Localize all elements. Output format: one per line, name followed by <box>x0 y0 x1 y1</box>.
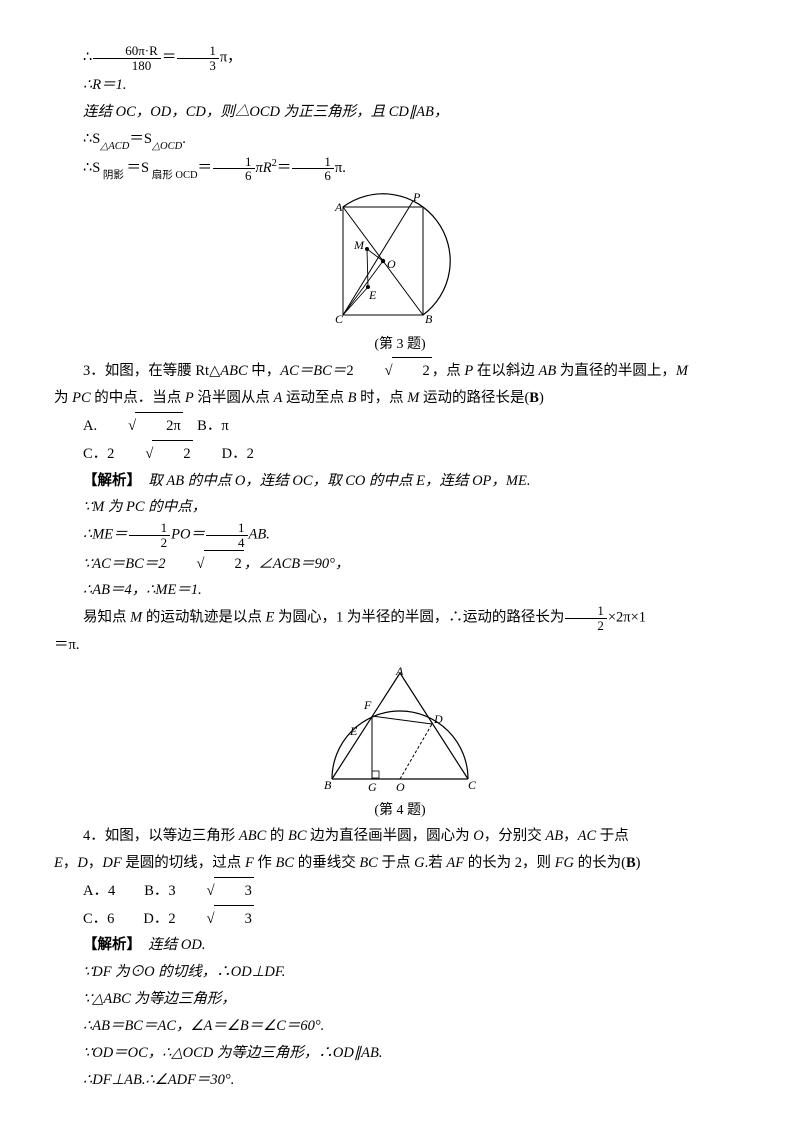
svg-text:A: A <box>395 667 404 678</box>
svg-text:P: P <box>412 191 421 204</box>
problem-3-options-1: A.2π B．π <box>54 412 746 440</box>
problem-4-options-1: A．4 B．33 <box>54 877 746 905</box>
svg-text:B: B <box>425 312 433 326</box>
fraction-1-2b: 12 <box>565 604 607 632</box>
sqrt-2a: 2 <box>354 357 432 385</box>
fraction-1-4: 14 <box>206 521 248 549</box>
svg-text:E: E <box>349 724 358 738</box>
figure-4: A F E D B G O C (第 4 题) <box>54 667 746 819</box>
eq-line-5: ∴S 阴影 ＝S 扇形 OCD＝16πR2＝16π. <box>54 154 746 183</box>
fraction-60piR-180: 60π·R180 <box>93 44 161 72</box>
fraction-1-6a: 16 <box>213 155 255 183</box>
page: ∴60π·R180＝13π， ∴R＝1. 连结 OC，OD，CD，则△OCD 为… <box>0 0 800 1123</box>
figure-3-svg: A P M O E C B <box>325 191 475 331</box>
therefore: ∴ <box>83 49 92 65</box>
problem-3-options-2: C．22 D．2 <box>54 440 746 468</box>
problem-3-solution-3: ∴ME＝12PO＝14AB. <box>54 521 746 549</box>
problem-3-solution-5: ∴AB＝4，∴ME＝1. <box>54 577 746 604</box>
eq-line-2: ∴R＝1. <box>54 72 746 99</box>
problem-3-solution-2: ∵M 为 PC 的中点， <box>54 494 746 521</box>
svg-text:O: O <box>396 780 405 794</box>
problem-4-answer: B <box>626 855 636 871</box>
figure-4-svg: A F E D B G O C <box>310 667 490 797</box>
problem-3-answer: B <box>529 390 539 406</box>
problem-3-stem-2: 为 PC 的中点．当点 P 沿半圆从点 A 运动至点 B 时，点 M 运动的路径… <box>54 385 746 412</box>
figure-4-caption: (第 4 题) <box>54 799 746 819</box>
svg-text:G: G <box>368 780 377 794</box>
eq-line-4: ∴S△ACD＝S△OCD. <box>54 126 746 154</box>
problem-4-solution-2: ∵DF 为⊙O 的切线，∴OD⊥DF. <box>54 959 746 986</box>
sqrt-2c: 2 <box>166 550 244 578</box>
problem-4-solution-4: ∴AB＝BC＝AC，∠A＝∠B＝∠C＝60°. <box>54 1013 746 1040</box>
svg-text:D: D <box>433 712 443 726</box>
problem-3-solution-1: 【解析】 取 AB 的中点 O，连结 OC，取 CO 的中点 E，连结 OP，M… <box>54 468 746 495</box>
svg-text:F: F <box>363 698 372 712</box>
figure-3-caption: (第 3 题) <box>54 333 746 353</box>
problem-4-stem-2: E，D，DF 是圆的切线，过点 F 作 BC 的垂线交 BC 于点 G.若 AF… <box>54 850 746 877</box>
sqrt-2pi: 2π <box>97 412 183 440</box>
problem-4-solution-1: 【解析】 连结 OD. <box>54 932 746 959</box>
svg-text:B: B <box>324 778 332 792</box>
problem-4-options-2: C．6 D．23 <box>54 905 746 933</box>
sqrt-2b: 2 <box>114 440 192 468</box>
fraction-1-3: 13 <box>177 44 219 72</box>
figure-3: A P M O E C B (第 3 题) <box>54 191 746 353</box>
problem-4-solution-5: ∵OD＝OC，∴△OCD 为等边三角形，∴OD∥AB. <box>54 1040 746 1067</box>
fraction-1-6b: 16 <box>292 155 334 183</box>
problem-4-stem-1: 4．如图，以等边三角形 ABC 的 BC 边为直径画半圆，圆心为 O，分别交 A… <box>54 823 746 850</box>
svg-text:C: C <box>468 778 477 792</box>
svg-text:E: E <box>368 288 377 302</box>
problem-3-solution-4: ∵AC＝BC＝22，∠ACB＝90°， <box>54 550 746 578</box>
problem-4-solution-6: ∴DF⊥AB.∴∠ADF＝30°. <box>54 1067 746 1094</box>
eq-line-1: ∴60π·R180＝13π， <box>54 44 746 72</box>
sqrt-3a: 3 <box>176 877 254 905</box>
problem-3-stem-1: 3．如图，在等腰 Rt△ABC 中，AC＝BC＝22，点 P 在以斜边 AB 为… <box>54 357 746 385</box>
problem-4-solution-3: ∵△ABC 为等边三角形， <box>54 986 746 1013</box>
problem-3-solution-7: ＝π. <box>54 632 746 659</box>
fraction-1-2: 12 <box>129 521 171 549</box>
svg-text:A: A <box>334 200 343 214</box>
problem-3-solution-6: 易知点 M 的运动轨迹是以点 E 为圆心，1 为半径的半圆，∴运动的路径长为12… <box>54 604 746 632</box>
svg-text:C: C <box>335 312 344 326</box>
svg-text:M: M <box>353 238 365 252</box>
text-line-3: 连结 OC，OD，CD，则△OCD 为正三角形，且 CD∥AB， <box>54 99 746 126</box>
sqrt-3b: 3 <box>176 905 254 933</box>
svg-text:O: O <box>387 257 396 271</box>
